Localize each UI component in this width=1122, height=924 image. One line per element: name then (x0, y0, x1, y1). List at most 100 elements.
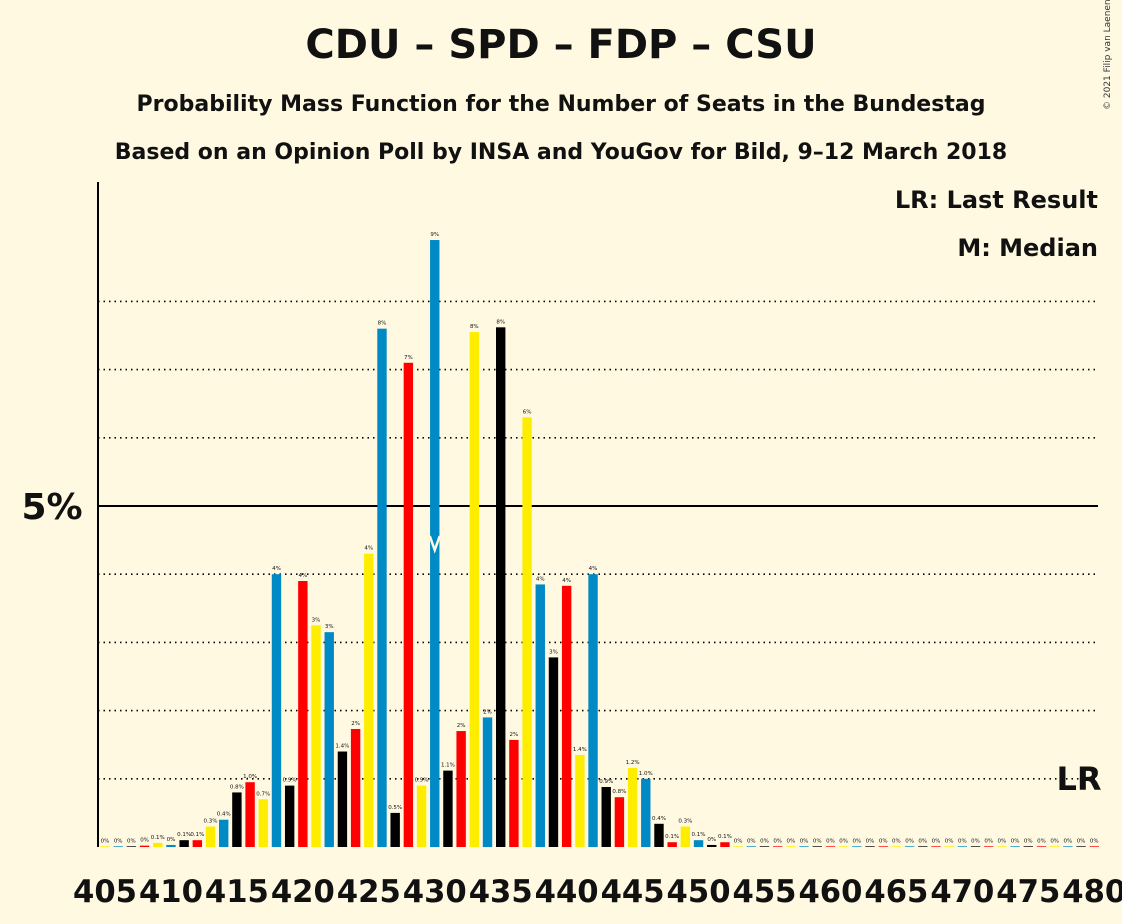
bar-seat-429 (416, 785, 427, 847)
bar-value-label: 8% (496, 319, 505, 325)
x-tick-label: 480 (1062, 874, 1122, 910)
bar-seat-425 (364, 553, 374, 847)
bar-seat-409 (153, 842, 163, 847)
bar-value-label: 0% (813, 838, 822, 844)
bar-value-label: 1.2% (626, 760, 640, 766)
bar-seat-418 (271, 574, 282, 847)
bar-seat-464 (878, 846, 888, 847)
bar-value-label: 0.4% (652, 816, 666, 822)
bar-seat-458 (799, 846, 809, 847)
bar-seat-437 (522, 417, 532, 847)
bar-value-label: 0% (958, 838, 967, 844)
bar-value-label: 0% (167, 837, 176, 843)
bar-value-label: 0% (866, 838, 875, 844)
legend-median: M: Median (957, 234, 1098, 262)
bar-seat-475 (1023, 846, 1033, 847)
bar-seat-426 (377, 328, 387, 847)
bar-value-label: 0.4% (217, 812, 231, 818)
bar-value-label: 0.9% (283, 778, 297, 784)
bar-seat-432 (456, 731, 466, 847)
bar-seat-412 (192, 840, 203, 847)
bar-value-label: 0.8% (230, 784, 244, 790)
x-tick-label: 455 (733, 874, 797, 910)
bar-seat-450 (693, 840, 704, 847)
bar-seat-479 (1076, 846, 1086, 847)
bar-value-label: 0% (734, 838, 743, 844)
bar-value-label: 0.1% (692, 832, 706, 838)
bar-seat-467 (918, 846, 928, 847)
bar-value-label: 0% (773, 838, 782, 844)
bar-seat-423 (337, 751, 348, 847)
bar-value-label: 0% (127, 838, 136, 844)
bar-seat-408 (139, 845, 150, 847)
bar-seat-442 (588, 574, 598, 847)
bar-value-label: 0% (826, 838, 835, 844)
bar-value-label: 0.1% (718, 834, 732, 840)
bar-seat-470 (957, 846, 968, 847)
bar-value-label: 0% (1090, 838, 1099, 844)
bar-value-label: 0% (101, 838, 110, 844)
bar-value-label: 0% (945, 838, 954, 844)
bar-seat-461 (838, 846, 849, 847)
bar-value-label: 9% (430, 232, 439, 238)
x-tick-label: 415 (205, 874, 269, 910)
bar-value-label: 2% (483, 709, 492, 715)
bar-seat-421 (311, 625, 321, 847)
bar-value-label: 2% (457, 723, 466, 729)
bar-value-label: 4% (364, 546, 373, 552)
median-marker (428, 535, 441, 554)
bar-seat-422 (324, 632, 334, 847)
bar-seat-459 (812, 846, 822, 847)
bar-value-label: 0% (918, 838, 927, 844)
x-tick-label: 435 (469, 874, 533, 910)
chart-subtitle-source: Based on an Opinion Poll by INSA and You… (114, 140, 1008, 165)
bar-value-label: 0% (1064, 838, 1073, 844)
x-tick-label: 470 (930, 874, 994, 910)
bar-seat-445 (627, 767, 638, 847)
bar-value-label: 1.4% (573, 747, 587, 753)
bar-seat-444 (614, 797, 625, 847)
bar-seat-457 (786, 846, 796, 847)
bar-value-label: 0% (760, 838, 769, 844)
bar-value-label: 0.3% (678, 819, 692, 825)
bar-seat-451 (707, 844, 717, 847)
bar-seat-449 (680, 826, 691, 847)
x-tick-label: 465 (864, 874, 928, 910)
bar-seat-440 (561, 585, 572, 847)
bar-seat-434 (482, 717, 493, 847)
bar-seat-416 (245, 782, 255, 847)
bar-seat-407 (126, 846, 137, 847)
bar-seat-465 (891, 846, 902, 847)
bar-value-label: 8% (470, 324, 479, 330)
bar-seat-463 (865, 846, 875, 847)
bar-value-label: 0% (1024, 838, 1033, 844)
bar-seat-420 (298, 581, 308, 847)
bar-value-label: 3% (325, 624, 334, 630)
bar-value-label: 0.9% (415, 778, 429, 784)
bar-value-label: 4% (298, 573, 307, 579)
bar-seat-477 (1049, 846, 1060, 847)
bar-seat-452 (720, 842, 730, 847)
bar-seat-480 (1089, 846, 1099, 847)
x-tick-label: 405 (73, 874, 137, 910)
bar-value-label: 0% (787, 838, 796, 844)
x-tick-label: 425 (337, 874, 401, 910)
bar-value-label: 1.0% (639, 771, 653, 777)
bar-value-label: 0% (800, 838, 809, 844)
x-tick-label: 445 (601, 874, 665, 910)
bar-value-label: 0.9% (599, 779, 613, 785)
bar-value-label: 0% (932, 838, 941, 844)
x-tick-label: 420 (271, 874, 335, 910)
bar-value-label: 0% (971, 838, 980, 844)
chart-subtitle: Probability Mass Function for the Number… (136, 92, 986, 117)
bar-value-label: 8% (378, 321, 387, 327)
bar-value-label: 0% (1037, 838, 1046, 844)
bar-value-label: 0% (839, 838, 848, 844)
bar-seat-455 (759, 846, 770, 847)
bar-seat-439 (548, 657, 559, 847)
bar-seat-441 (575, 754, 585, 847)
bar-seat-433 (469, 332, 480, 848)
bar-seat-448 (667, 842, 677, 847)
bar-seat-415 (232, 792, 242, 847)
